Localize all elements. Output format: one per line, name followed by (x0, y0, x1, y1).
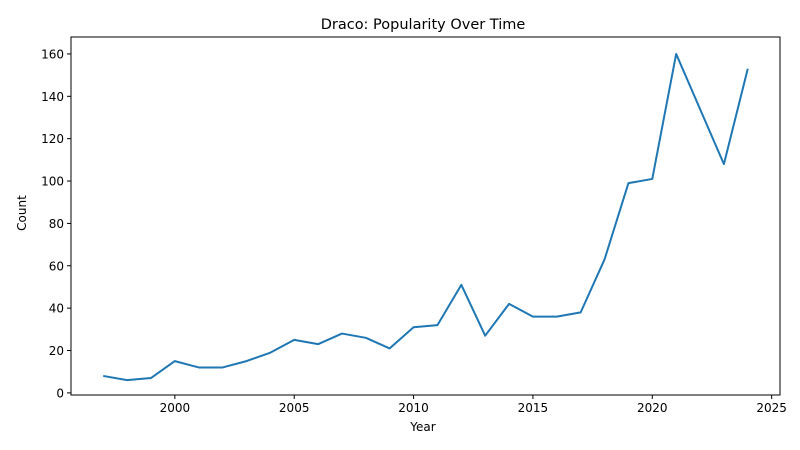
y-tick-label: 20 (49, 344, 64, 358)
y-tick-label: 160 (41, 47, 64, 61)
y-axis: 0 20 40 60 80 100 120 140 160 (41, 47, 71, 400)
x-tick-label: 2020 (637, 401, 668, 415)
x-axis-label: Year (409, 420, 435, 434)
y-tick-label: 0 (56, 386, 64, 400)
x-tick-label: 2005 (279, 401, 310, 415)
y-tick-label: 40 (49, 302, 64, 316)
y-tick-label: 100 (41, 175, 64, 189)
y-tick-label: 80 (49, 217, 64, 231)
chart-title: Draco: Popularity Over Time (321, 17, 526, 33)
x-tick-label: 2010 (398, 401, 429, 415)
y-tick-label: 60 (49, 259, 64, 273)
x-axis: 2000 2005 2010 2015 2020 2025 (160, 395, 787, 415)
data-points (103, 53, 748, 381)
x-tick-label: 2000 (160, 401, 191, 415)
y-tick-label: 140 (41, 90, 64, 104)
x-tick-label: 2025 (756, 401, 787, 415)
y-axis-label: Count (15, 195, 29, 231)
series-line (103, 52, 749, 382)
plot-area (70, 36, 781, 396)
x-tick-label: 2015 (518, 401, 549, 415)
y-tick-label: 120 (41, 132, 64, 146)
